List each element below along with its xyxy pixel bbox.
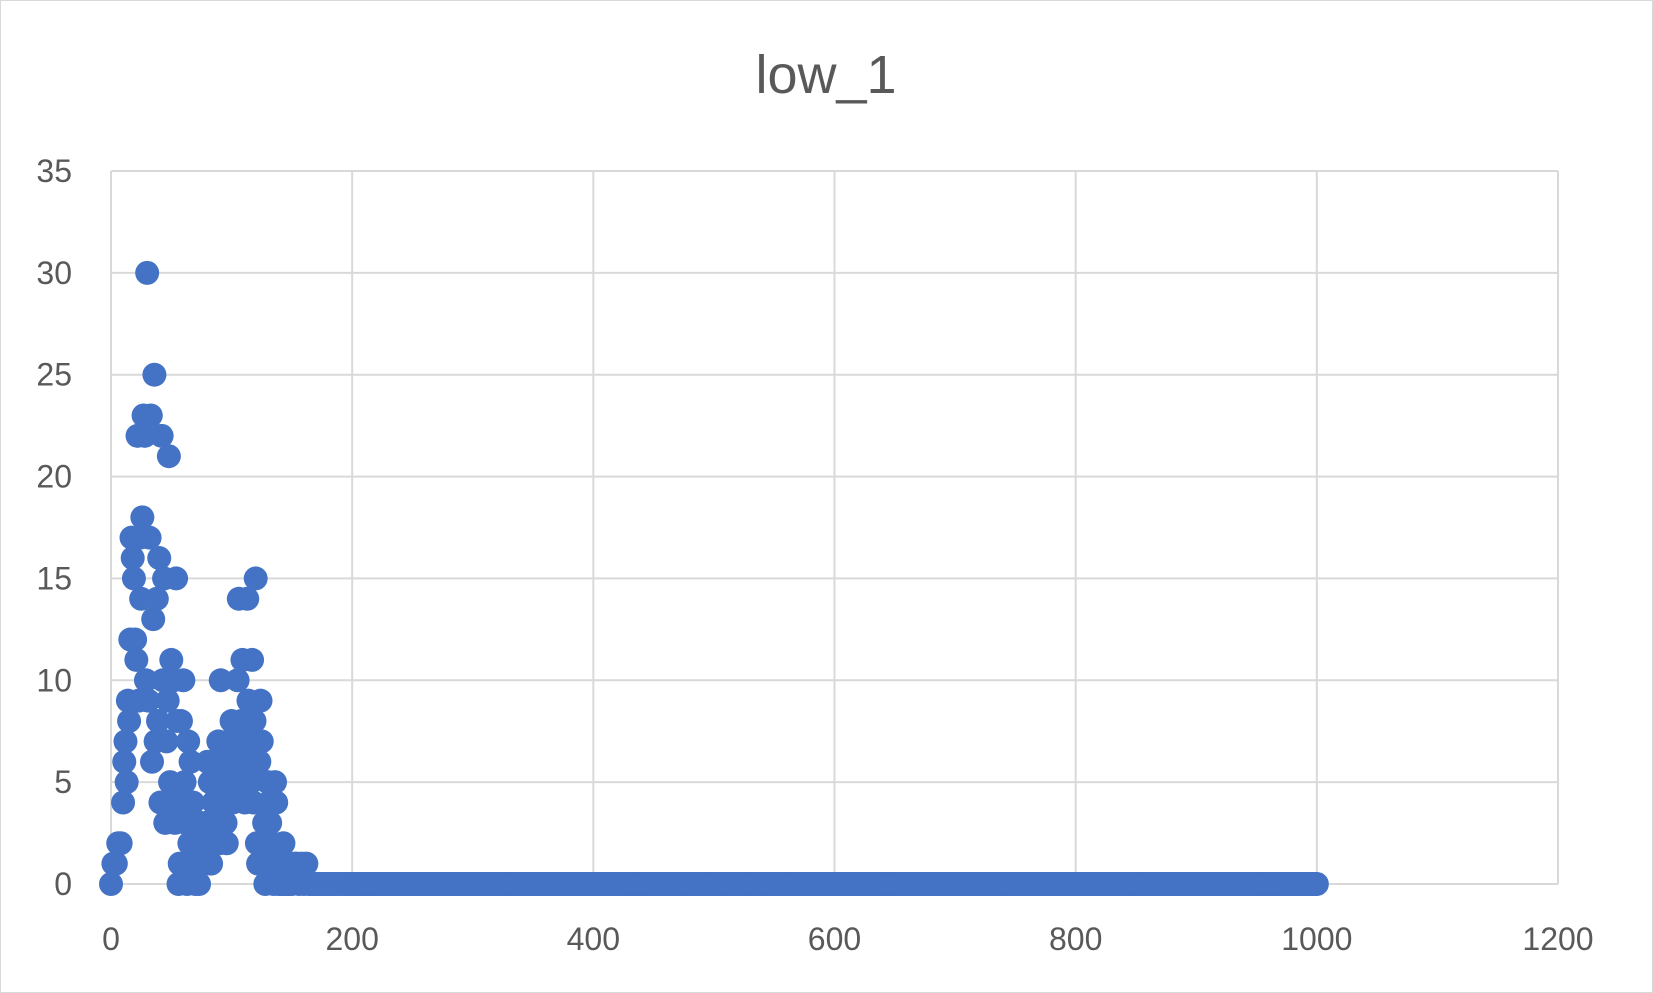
y-tick-label: 25	[36, 357, 72, 393]
data-point	[294, 851, 319, 876]
data-point	[111, 790, 136, 815]
x-tick-label: 1000	[1281, 921, 1352, 957]
data-point	[214, 831, 239, 856]
data-point	[99, 872, 123, 896]
data-point	[132, 423, 157, 448]
data-point	[208, 668, 233, 693]
data-point	[121, 566, 146, 591]
y-tick-label: 15	[36, 560, 72, 596]
data-point	[141, 607, 166, 632]
data-point	[142, 362, 167, 387]
data-point	[117, 709, 142, 734]
data-point	[225, 668, 250, 693]
data-point	[178, 749, 203, 774]
x-tick-label: 400	[567, 921, 620, 957]
data-point	[114, 770, 139, 795]
data-point	[146, 709, 171, 734]
data-point	[139, 749, 164, 774]
data-point	[108, 831, 133, 856]
data-point	[156, 444, 181, 469]
x-tick-label: 1200	[1522, 921, 1593, 957]
data-point	[113, 729, 138, 754]
data-point	[124, 647, 149, 672]
y-tick-label: 20	[36, 459, 72, 495]
data-point	[112, 749, 137, 774]
data-point	[271, 831, 296, 856]
x-tick-label: 0	[102, 921, 120, 957]
x-tick-label: 600	[808, 921, 861, 957]
tick-labels: 0 5 10 15 20 25 30 35 0 200 400 600 800 1000 1200	[36, 153, 1593, 957]
data-point	[243, 566, 268, 591]
data-point	[133, 668, 158, 693]
data-point	[120, 546, 145, 571]
data-point	[171, 668, 196, 693]
y-tick-label: 10	[36, 662, 72, 698]
gridlines	[110, 170, 1559, 885]
data-point	[159, 647, 184, 672]
x-tick-label: 800	[1049, 921, 1102, 957]
data-point	[147, 546, 172, 571]
data-point	[136, 688, 161, 713]
data-point	[130, 505, 155, 530]
data-point	[123, 627, 148, 652]
data-point	[138, 403, 163, 428]
data-point	[240, 647, 265, 672]
data-point	[1304, 872, 1329, 896]
y-tick-label: 30	[36, 255, 72, 291]
y-tick-label: 35	[36, 153, 72, 189]
data-point	[168, 709, 193, 734]
data-point	[149, 423, 174, 448]
data-point	[164, 566, 189, 591]
data-point	[103, 851, 128, 876]
data-point	[137, 525, 162, 550]
chart-title: low_1	[755, 45, 896, 105]
data-point	[199, 851, 224, 876]
data-point	[235, 586, 260, 611]
data-point	[242, 709, 267, 734]
data-point	[144, 586, 169, 611]
data-point	[155, 688, 180, 713]
data-point	[180, 790, 205, 815]
data-point	[172, 770, 197, 795]
data-point	[247, 749, 272, 774]
y-tick-label: 0	[54, 866, 72, 902]
y-tick-label: 5	[54, 764, 72, 800]
data-point	[248, 688, 273, 713]
data-point	[238, 770, 263, 795]
data-point	[262, 770, 287, 795]
data-point	[213, 810, 238, 835]
data-point	[258, 810, 283, 835]
data-point	[249, 729, 274, 754]
data-point	[264, 790, 289, 815]
data-point	[154, 729, 179, 754]
data-point	[176, 729, 201, 754]
data-point	[187, 872, 212, 896]
x-tick-label: 200	[325, 921, 378, 957]
data-points	[99, 260, 1329, 896]
data-point	[135, 260, 160, 285]
